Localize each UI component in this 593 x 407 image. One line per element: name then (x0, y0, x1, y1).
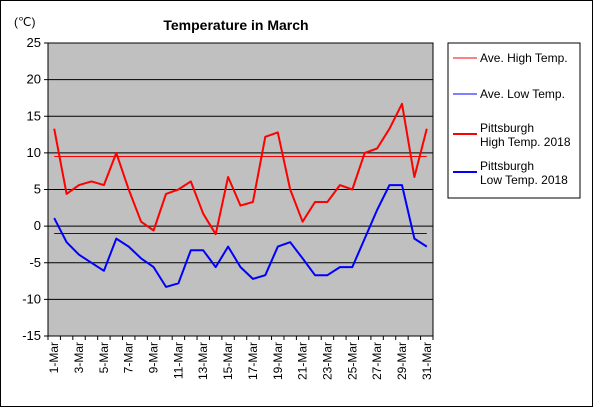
chart-title: Temperature in March (163, 17, 308, 33)
x-tick-label: 11-Mar (171, 342, 185, 379)
y-tick-label: 20 (27, 72, 41, 87)
x-axis-ticks: 1-Mar 3-Mar 5-Mar 7-Mar 9-Mar 11-Mar 13-Mar 15-… (47, 336, 434, 380)
legend-label: Pittsburgh (480, 159, 534, 173)
x-tick-label: 27-Mar (370, 342, 384, 380)
x-tick-label: 29-Mar (395, 342, 409, 380)
legend: Ave. High Temp.Ave. Low Temp.PittsburghH… (453, 51, 571, 187)
x-tick-label: 1-Mar (47, 342, 61, 373)
y-tick-label: 25 (27, 35, 41, 50)
x-tick-label: 25-Mar (345, 342, 359, 380)
y-tick-label: -10 (22, 291, 41, 306)
series-line (53, 102, 428, 236)
legend-label: Ave. High Temp. (480, 51, 568, 65)
x-tick-label: 17-Mar (246, 342, 260, 380)
y-tick-label: 10 (27, 145, 41, 160)
legend-label: Pittsburgh (480, 121, 534, 135)
x-tick-label: 15-Mar (221, 342, 235, 380)
x-tick-label: 3-Mar (72, 342, 86, 373)
x-tick-label: 7-Mar (122, 342, 136, 373)
x-tick-label: 21-Mar (296, 342, 310, 380)
y-tick-label: 5 (34, 182, 41, 197)
legend-label: Ave. Low Temp. (480, 87, 565, 101)
x-tick-label: 19-Mar (271, 342, 285, 380)
x-tick-label: 5-Mar (97, 342, 111, 373)
x-tick-label: 31-Mar (420, 342, 434, 380)
y-unit-label: (℃) (14, 15, 35, 29)
legend-label: High Temp. 2018 (480, 135, 571, 149)
y-tick-label: 0 (34, 218, 41, 233)
y-axis-ticks: 25 20 15 10 5 0 -5 -10 -15 (22, 35, 48, 343)
grid-lines (48, 79, 433, 300)
x-tick-label: 9-Mar (147, 342, 161, 373)
legend-label: Low Temp. 2018 (480, 173, 568, 187)
x-tick-label: 13-Mar (196, 342, 210, 380)
x-tick-label: 23-Mar (320, 342, 334, 380)
series-line (53, 184, 428, 288)
y-tick-label: 15 (27, 108, 41, 123)
y-tick-label: -15 (22, 328, 41, 343)
y-tick-label: -5 (29, 255, 41, 270)
series-lines (53, 102, 428, 288)
